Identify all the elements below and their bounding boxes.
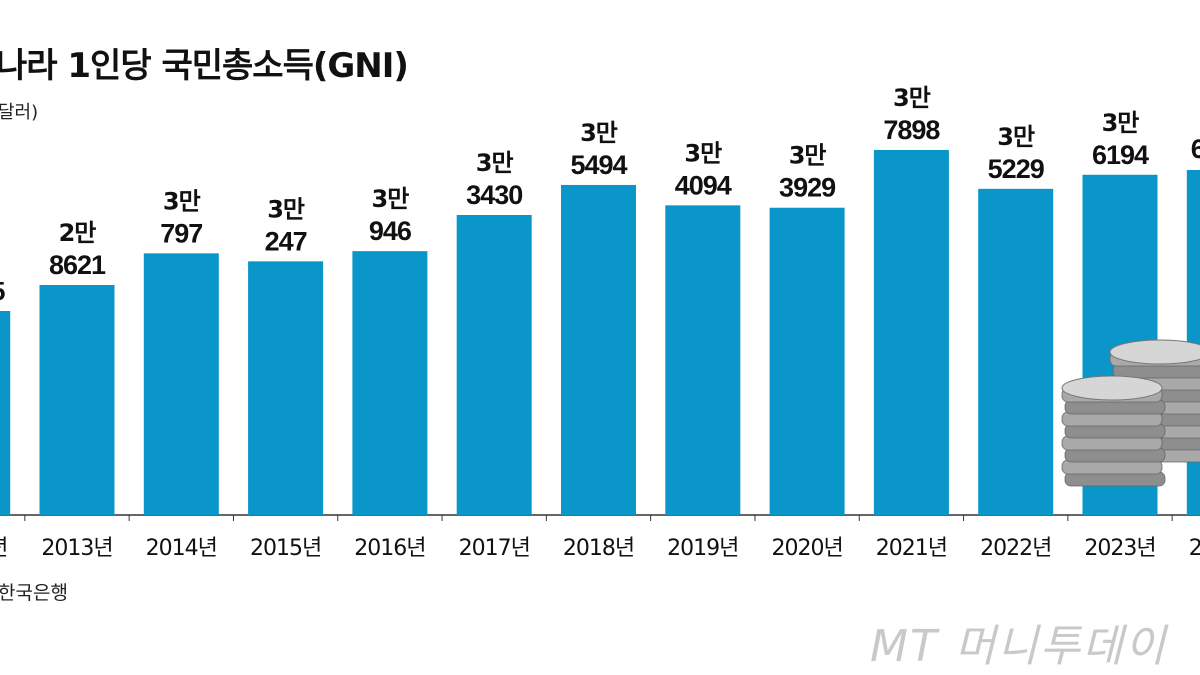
bar-cropped-left <box>0 311 11 515</box>
x-tick-label: 2013년 <box>41 536 112 561</box>
bar-value-label: 797 <box>160 218 202 248</box>
bar-value-label: 5494 <box>570 150 627 180</box>
bar-2018년 <box>561 184 636 515</box>
bar-unit-label: 3만 <box>997 123 1035 151</box>
source-label: 한국은행 <box>0 582 68 604</box>
bar-value-label: 6194 <box>1092 140 1149 170</box>
bar-value-label: 946 <box>369 216 412 246</box>
bar-label-cropped-right: 6 <box>1191 134 1200 164</box>
bar-value-label: 3929 <box>779 173 836 203</box>
bar-value-label: 8621 <box>49 250 106 280</box>
bar-value-label: 4094 <box>675 170 732 200</box>
x-tick-label-cropped-right: 20 <box>1189 536 1200 561</box>
x-tick-label: 2021년 <box>876 536 947 561</box>
bar-2015년 <box>248 261 324 515</box>
x-tick-label: 2016년 <box>354 536 425 561</box>
x-tick-label: 2014년 <box>146 536 217 561</box>
bar-2016년 <box>352 251 428 515</box>
bar-value-label: 247 <box>265 226 307 256</box>
bar-unit-label: 3만 <box>684 139 722 167</box>
x-tick-label: 2018년 <box>563 536 634 561</box>
bar-unit-label: 3만 <box>267 195 305 223</box>
x-tick-label: 2017년 <box>459 536 530 561</box>
x-tick-label: 2015년 <box>250 536 321 561</box>
x-tick-label: 2019년 <box>667 536 738 561</box>
watermark-logo: MT 머니투데이 <box>870 621 1168 672</box>
bar-unit-label: 3만 <box>580 119 618 147</box>
bar-label-cropped-left: 5 <box>0 276 5 306</box>
x-tick-label: 2022년 <box>980 536 1051 561</box>
chart-title: 나라 1인당 국민총소득(GNI) <box>0 46 409 86</box>
bar-unit-label: 2만 <box>59 219 97 247</box>
x-tick-label-cropped-left: 년 <box>0 536 8 561</box>
bar-2021년 <box>873 149 949 515</box>
bar-2022년 <box>978 188 1054 515</box>
bar-value-label: 3430 <box>466 180 522 210</box>
bar-value-label: 7898 <box>883 115 940 145</box>
bar-2020년 <box>769 207 845 515</box>
bar-unit-label: 3만 <box>372 185 410 213</box>
bar-unit-label: 3만 <box>893 84 931 112</box>
bar-2019년 <box>665 205 741 516</box>
bar-value-label: 5229 <box>988 154 1045 184</box>
bar-2017년 <box>456 215 532 515</box>
x-tick-label: 2023년 <box>1084 536 1155 561</box>
bar-2014년 <box>143 253 219 515</box>
bar-2013년 <box>39 285 115 515</box>
coin-stack-icon <box>1061 375 1166 487</box>
bar-unit-label: 3만 <box>163 187 201 215</box>
bar-unit-label: 3만 <box>476 149 514 177</box>
bar-unit-label: 3만 <box>1102 109 1140 137</box>
x-tick-label: 2020년 <box>771 536 842 561</box>
bar-unit-label: 3만 <box>789 142 827 170</box>
unit-label: 달러) <box>0 102 39 123</box>
